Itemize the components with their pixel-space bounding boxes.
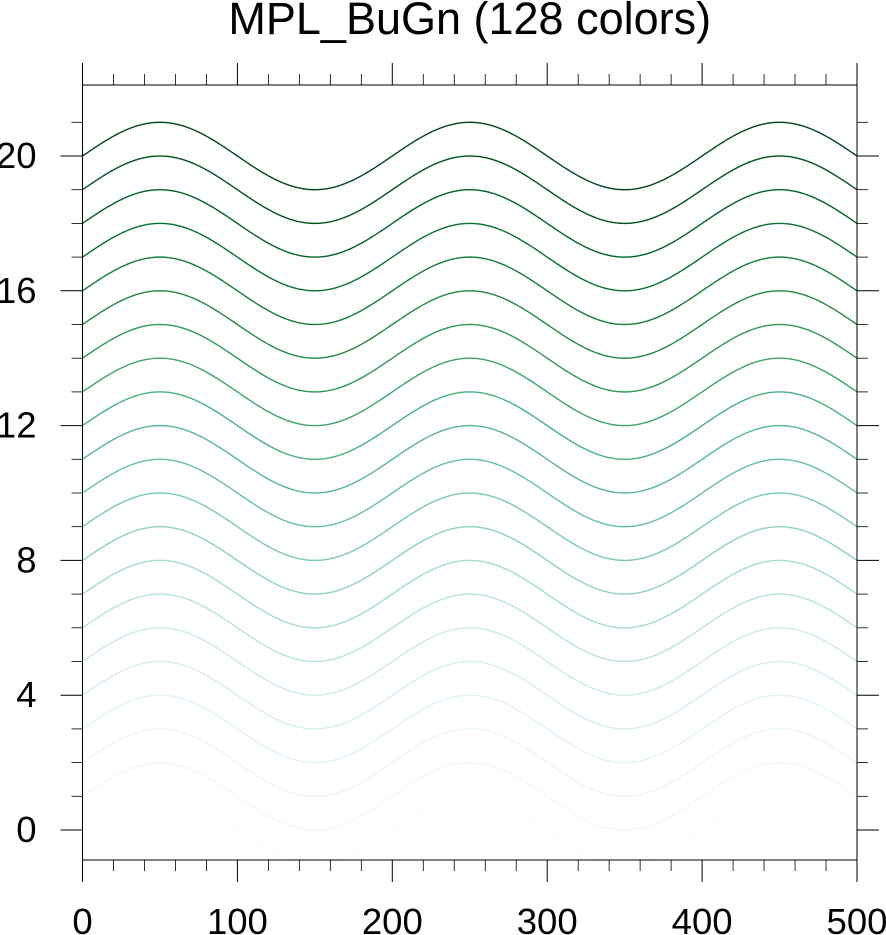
svg-text:0: 0 [16, 809, 36, 850]
svg-text:8: 8 [16, 539, 36, 580]
svg-text:4: 4 [16, 674, 36, 715]
svg-text:MPL_BuGn (128 colors): MPL_BuGn (128 colors) [228, 0, 711, 44]
svg-text:12: 12 [0, 405, 37, 446]
svg-text:300: 300 [517, 901, 578, 935]
svg-text:16: 16 [0, 270, 37, 311]
svg-text:500: 500 [827, 901, 886, 935]
svg-text:20: 20 [0, 135, 37, 176]
svg-text:100: 100 [207, 901, 268, 935]
svg-text:400: 400 [672, 901, 733, 935]
svg-text:0: 0 [72, 901, 92, 935]
svg-text:200: 200 [362, 901, 423, 935]
